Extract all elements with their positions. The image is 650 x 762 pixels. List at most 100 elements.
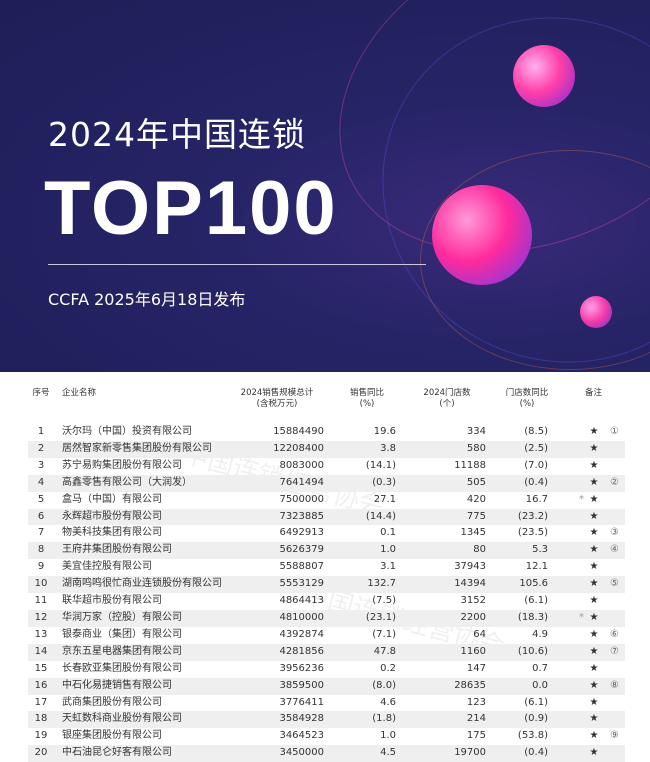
row-sales: 3450000 (279, 747, 324, 759)
row-sales: 15884490 (273, 426, 324, 437)
row-company-name: 银座集团股份有限公司 (62, 730, 162, 742)
row-company-name: 天虹数科商业股份有限公司 (62, 713, 182, 725)
row-marker (562, 458, 584, 475)
row-stores: 28635 (454, 679, 486, 691)
row-sales-yoy: (14.1) (365, 459, 396, 471)
row-star: ★ (589, 713, 599, 725)
row-marker: * (579, 493, 584, 505)
row-seq: 8 (37, 544, 45, 556)
row-sales-yoy: 0.1 (380, 527, 396, 539)
row-sales: 7323885 (279, 510, 324, 522)
row-seq: 1 (37, 426, 45, 437)
row-note (604, 492, 625, 509)
row-company-name: 联华超市股份有限公司 (62, 595, 162, 607)
row-marker (562, 627, 584, 644)
row-seq: 2 (37, 442, 45, 454)
row-sales: 5553129 (279, 578, 324, 590)
row-seq: 10 (34, 578, 48, 590)
row-note: ⑤ (610, 578, 619, 590)
row-note: ③ (610, 527, 619, 539)
row-marker (562, 678, 584, 695)
row-marker (562, 745, 584, 762)
row-star: ★ (589, 426, 599, 437)
row-stores: 580 (466, 442, 486, 454)
row-company-name: 华润万家（控股）有限公司 (62, 611, 182, 623)
row-seq: 16 (34, 679, 48, 691)
row-note (604, 441, 625, 458)
table-row: 8 王府井集团股份有限公司 5626379 1.0 80 5.3 ★ ④ (28, 542, 625, 560)
row-seq: 18 (34, 713, 48, 725)
row-note: ⑥ (610, 628, 619, 640)
ranking-table: 序号 企业名称 2024销售规模总计 (含税万元) 销售同比 (%) 2024门店数… (28, 388, 625, 762)
row-stores: 80 (473, 544, 486, 556)
row-stores: 123 (466, 696, 486, 708)
row-company-name: 王府井集团股份有限公司 (62, 544, 172, 556)
row-sales: 4864413 (279, 595, 324, 607)
row-seq: 5 (37, 493, 45, 505)
row-sales: 3464523 (279, 730, 324, 742)
row-sales: 4810000 (279, 611, 324, 623)
row-note: ① (610, 426, 619, 437)
row-sales-yoy: 27.1 (373, 493, 396, 505)
row-sales-yoy: 1.0 (380, 544, 396, 556)
row-marker (562, 695, 584, 712)
row-stores-yoy: (7.0) (524, 459, 548, 471)
header-sales-yoy: 销售同比 (%) (349, 388, 384, 409)
row-sales-yoy: (0.3) (372, 476, 396, 488)
header-stores: 2024门店数 (个) (423, 388, 471, 409)
row-star: ★ (589, 645, 599, 657)
row-sales-yoy: 4.5 (380, 747, 396, 759)
table-row: 14 京东五星电器集团有限公司 4281856 47.8 1160 (10.6) ★ ⑦ (28, 643, 625, 661)
row-star: ★ (589, 578, 599, 590)
row-stores-yoy: (10.6) (517, 645, 548, 657)
row-sales: 12208400 (273, 442, 324, 454)
row-company-name: 居然智家新零售集团股份有限公司 (62, 442, 212, 454)
sphere-decoration (432, 185, 532, 285)
row-star: ★ (589, 611, 599, 623)
row-stores: 214 (466, 713, 486, 725)
row-star: ★ (589, 696, 599, 708)
row-marker (562, 475, 584, 492)
row-sales-yoy: 47.8 (373, 645, 396, 657)
row-note (604, 745, 625, 762)
row-stores: 11188 (454, 459, 486, 471)
row-sales: 3584928 (279, 713, 324, 725)
row-sales: 7641494 (279, 476, 324, 488)
row-stores-yoy: (23.2) (517, 510, 548, 522)
row-stores: 505 (466, 476, 486, 488)
row-note (604, 458, 625, 475)
row-star: ★ (589, 628, 599, 640)
row-star: ★ (589, 747, 599, 759)
table-row: 11 联华超市股份有限公司 4864413 (7.5) 3152 (6.1) ★ (28, 593, 625, 610)
row-sales-yoy: 19.6 (373, 426, 396, 437)
sphere-decoration (580, 296, 612, 328)
row-stores-yoy: (6.1) (524, 696, 548, 708)
row-marker (562, 509, 584, 526)
row-note: ② (610, 476, 619, 488)
row-marker (562, 593, 584, 610)
row-star: ★ (589, 493, 599, 505)
table-row: 3 苏宁易购集团股份有限公司 8083000 (14.1) 11188 (7.0) ★ (28, 458, 625, 475)
row-seq: 4 (37, 476, 45, 488)
row-company-name: 武商集团股份有限公司 (62, 696, 162, 708)
row-star: ★ (589, 730, 599, 742)
row-stores: 1160 (460, 645, 486, 657)
row-company-name: 高鑫零售有限公司（大润发） (62, 476, 192, 488)
row-sales-yoy: (23.1) (365, 611, 396, 623)
row-company-name: 美宜佳控股有限公司 (62, 561, 152, 573)
row-marker (562, 424, 584, 441)
row-company-name: 苏宁易购集团股份有限公司 (62, 459, 182, 471)
row-company-name: 湖南鸣鸣很忙商业连锁股份有限公司 (62, 578, 222, 590)
row-stores-yoy: (0.4) (524, 747, 548, 759)
row-seq: 11 (34, 595, 48, 607)
row-marker (562, 559, 584, 576)
row-company-name: 中石化易捷销售有限公司 (62, 679, 172, 691)
row-star: ★ (589, 459, 599, 471)
row-stores: 37943 (454, 561, 486, 573)
banner-subtitle: CCFA 2025年6月18日发布 (48, 290, 246, 309)
row-sales-yoy: (7.1) (372, 628, 396, 640)
row-stores-yoy: 105.6 (519, 578, 548, 590)
row-sales-yoy: (8.0) (372, 679, 396, 691)
row-seq: 7 (37, 527, 45, 539)
row-note (604, 695, 625, 712)
